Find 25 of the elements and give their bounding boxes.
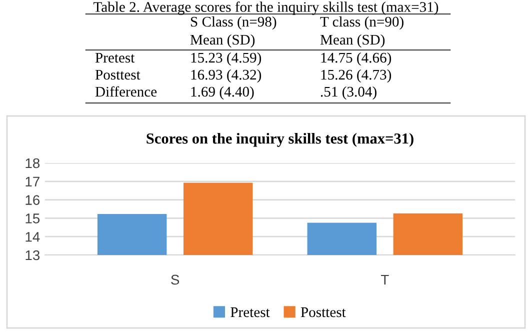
x-tick-label: T xyxy=(380,274,389,285)
text: 14.75 (4.66) xyxy=(321,52,392,66)
y-tick-label: 16 xyxy=(26,195,40,205)
y-tick-label: 18 xyxy=(26,158,40,168)
text: Mean (SD) xyxy=(320,34,385,48)
text: S Class (n=98) xyxy=(190,16,276,30)
legend-label: Posttest xyxy=(300,307,346,318)
x-tick-label: S xyxy=(171,274,180,285)
text: 15.23 (4.59) xyxy=(191,52,262,66)
y-tick-label: 13 xyxy=(26,250,40,260)
text: 16.93 (4.32) xyxy=(191,69,262,83)
text: Mean (SD) xyxy=(190,34,255,48)
text: Difference xyxy=(95,86,157,97)
caption: Table 2. Average scores for the inquiry skills test (max=31) xyxy=(94,2,438,15)
chart-title: Scores on the inquiry skills test (max=31) xyxy=(146,132,414,147)
text: Posttest xyxy=(95,70,140,80)
y-tick-label: 15 xyxy=(26,214,40,224)
text: 1.69 (4.40) xyxy=(191,86,254,100)
text: T class (n=90) xyxy=(320,16,404,30)
text: 15.26 (4.73) xyxy=(321,69,392,83)
y-tick-label: 17 xyxy=(26,176,40,186)
text: .51 (3.04) xyxy=(320,86,376,100)
text: Pretest xyxy=(95,52,135,63)
y-tick-label: 14 xyxy=(26,232,40,242)
legend-label: Pretest xyxy=(230,307,270,318)
